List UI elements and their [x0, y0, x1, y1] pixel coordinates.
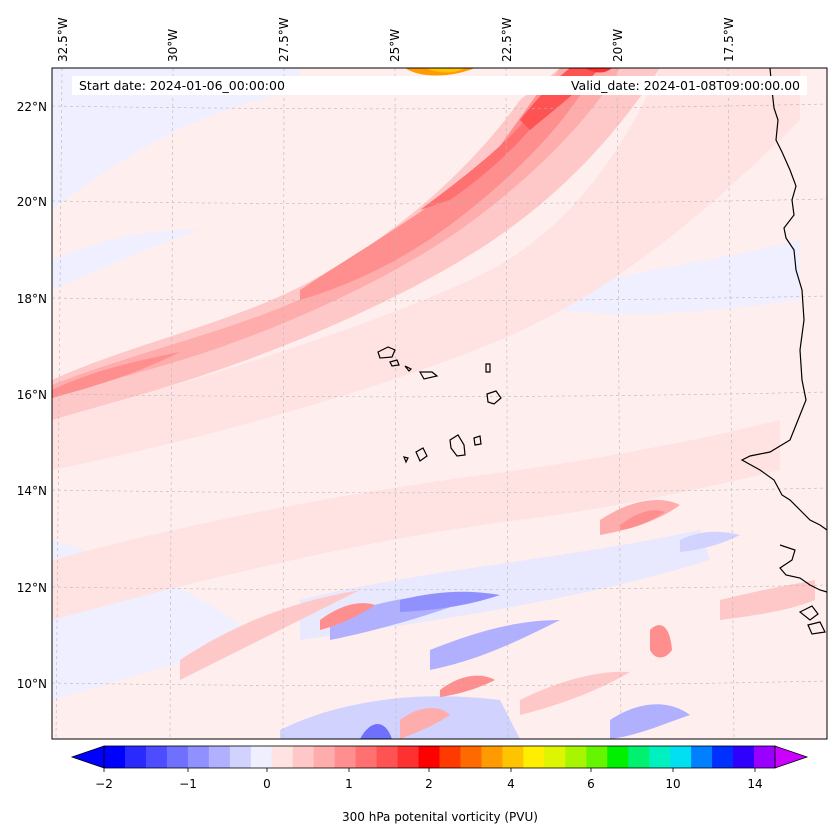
colorbar-cell [691, 746, 713, 768]
colorbar-cell [628, 746, 650, 768]
colorbar-cell [208, 746, 231, 768]
pv-region-high [520, 671, 630, 715]
colorbar-cell [565, 746, 587, 768]
pv-jet-core [52, 352, 180, 398]
lat-label: 12°N [17, 581, 47, 595]
colorbar-cell [376, 746, 399, 768]
pv-jet-core [425, 68, 465, 73]
colorbar-extend-low [70, 745, 105, 769]
colorbar: −2 −1 0 1 2 4 6 10 14 300 hPa potenital … [70, 745, 809, 824]
pv-region-low [400, 591, 500, 612]
colorbar-tick-label: −1 [179, 777, 197, 791]
pv-jet-core [585, 68, 612, 73]
colorbar-cell [187, 746, 210, 768]
colorbar-extend-high [774, 745, 809, 769]
lat-label: 10°N [17, 677, 47, 691]
colorbar-cell [418, 746, 441, 768]
colorbar-cell [166, 746, 189, 768]
cape-verde-islands [377, 346, 502, 464]
colorbar-cell [649, 746, 671, 768]
colorbar-tick-label: −2 [95, 777, 113, 791]
pv-region-high [180, 590, 360, 680]
colorbar-tick-label: 1 [345, 777, 353, 791]
pv-region-low [280, 696, 520, 739]
pv-region-high [620, 510, 665, 530]
colorbar-cell [292, 746, 315, 768]
colorbar-cell [481, 746, 504, 768]
colorbar-tick-label: 6 [587, 777, 595, 791]
colorbar-cell [104, 746, 126, 768]
colorbar-cell [607, 746, 629, 768]
pv-region-high [440, 675, 495, 697]
colorbar-cell [502, 746, 524, 768]
lat-label: 22°N [17, 100, 47, 114]
pv-field [52, 68, 815, 739]
pv-region-high [400, 708, 450, 739]
graticule [51, 67, 828, 740]
colorbar-cell [544, 746, 566, 768]
pv-region-high [52, 68, 800, 470]
colorbar-cell [670, 746, 692, 768]
pv-region-high [52, 420, 780, 620]
pv-region-high [650, 625, 672, 658]
lat-label: 16°N [17, 388, 47, 402]
colorbar-cell [712, 746, 734, 768]
colorbar-cell [313, 746, 336, 768]
lon-label: 30°W [166, 29, 180, 62]
longitude-labels: 32.5°W 30°W 27.5°W 25°W 22.5°W 20°W 17.5… [56, 17, 736, 62]
colorbar-cell [145, 746, 168, 768]
latitude-labels: 22°N 20°N 18°N 16°N 14°N 12°N 10°N [17, 100, 47, 691]
start-date-label: Start date: 2024-01-06_00:00:00 [79, 78, 285, 93]
colorbar-tick-label: 10 [665, 777, 680, 791]
colorbar-cell [733, 746, 755, 768]
colorbar-tick-label: 2 [425, 777, 433, 791]
pv-region-low [52, 68, 300, 210]
colorbar-cell [229, 746, 252, 768]
pv-region-low [680, 531, 740, 552]
colorbar-cell [334, 746, 357, 768]
pv-region-high [320, 603, 375, 630]
colorbar-cell [586, 746, 608, 768]
lon-label: 27.5°W [277, 17, 291, 62]
colorbar-frame [103, 745, 776, 769]
coastlines [377, 67, 828, 635]
colorbar-cells [104, 746, 776, 768]
africa-coastline [740, 67, 828, 531]
map-frame [51, 67, 828, 740]
lat-label: 14°N [17, 484, 47, 498]
colorbar-tick-label: 14 [747, 777, 762, 791]
colorbar-cell [271, 746, 294, 768]
colorbar-cell [355, 746, 378, 768]
colorbar-cell [250, 746, 273, 768]
valid-date-label: Valid_date: 2024-01-08T09:00:00.00 [571, 78, 800, 93]
colorbar-label: 300 hPa potenital vorticity (PVU) [342, 810, 538, 824]
colorbar-ticks [103, 768, 756, 772]
lon-label: 25°W [388, 29, 402, 62]
colorbar-cell [754, 746, 776, 768]
pv-region-low [560, 240, 800, 315]
lat-label: 18°N [17, 292, 47, 306]
colorbar-cell [523, 746, 545, 768]
pv-region-high [720, 580, 815, 620]
pv-region-low [610, 704, 690, 739]
lon-label: 32.5°W [56, 17, 70, 62]
header-strip [72, 76, 807, 95]
colorbar-cell [460, 746, 483, 768]
colorbar-cell [124, 746, 147, 768]
lat-label: 20°N [17, 195, 47, 209]
colorbar-cell [439, 746, 462, 768]
pv-region-low [52, 230, 200, 290]
colorbar-tick-label: 0 [263, 777, 271, 791]
colorbar-tick-labels: −2 −1 0 1 2 4 6 10 14 [95, 777, 762, 791]
colorbar-tick-label: 4 [507, 777, 515, 791]
pv-region-low [430, 620, 560, 670]
map-panel: Start date: 2024-01-06_00:00:00 Valid_da… [51, 67, 828, 740]
colorbar-cell [397, 746, 420, 768]
lon-label: 17.5°W [722, 17, 736, 62]
lon-label: 22.5°W [500, 17, 514, 62]
pv-region-low [360, 723, 392, 739]
lon-label: 20°W [611, 29, 625, 62]
